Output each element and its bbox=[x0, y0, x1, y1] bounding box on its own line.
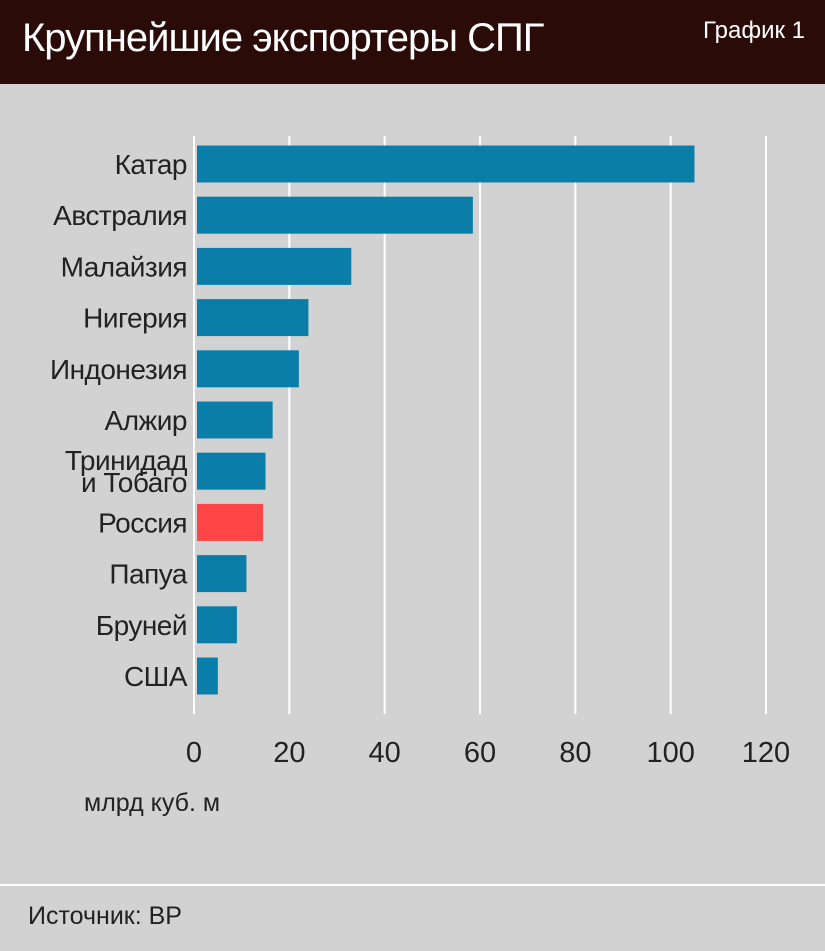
category-label: Папуа bbox=[109, 559, 188, 590]
category-label: Россия bbox=[98, 507, 187, 538]
bar bbox=[197, 401, 273, 439]
bar bbox=[197, 555, 247, 593]
bar-highlight bbox=[197, 503, 264, 541]
category-label: Индонезия bbox=[50, 354, 187, 385]
category-label: США bbox=[124, 661, 188, 692]
x-tick-label: 120 bbox=[742, 737, 790, 769]
category-label: Тринидад bbox=[65, 445, 187, 476]
x-tick-label: 20 bbox=[273, 737, 305, 769]
x-tick-label: 100 bbox=[646, 737, 694, 769]
chart-panel: 0 20 40 60 80 100 120 Катар Австралия Малайзия Ниг… bbox=[0, 84, 825, 884]
source-note: Источник: BP bbox=[28, 902, 182, 930]
bar-chart: 0 20 40 60 80 100 120 Катар Австралия Малайзия Ниг… bbox=[50, 136, 790, 769]
x-tick-label: 80 bbox=[559, 737, 591, 769]
category-label: Австралия bbox=[53, 200, 187, 231]
bar bbox=[197, 452, 266, 490]
footer: Источник: BP bbox=[0, 884, 825, 951]
category-label: Алжир bbox=[105, 405, 187, 436]
bar bbox=[197, 606, 237, 644]
category-label: Бруней bbox=[96, 610, 187, 641]
category-label: и Тобаго bbox=[81, 467, 187, 498]
category-label: Катар bbox=[115, 149, 187, 180]
x-tick-label: 0 bbox=[186, 737, 202, 769]
x-tick-label: 40 bbox=[369, 737, 401, 769]
bar bbox=[197, 299, 309, 337]
x-axis-label: млрд куб. м bbox=[84, 789, 221, 817]
x-tick-label: 60 bbox=[464, 737, 496, 769]
category-label: Малайзия bbox=[61, 251, 187, 282]
bar bbox=[197, 196, 473, 234]
chart-number-badge: График 1 bbox=[702, 17, 805, 44]
bar bbox=[197, 657, 218, 695]
bar bbox=[197, 247, 352, 285]
bar bbox=[197, 350, 299, 388]
category-label: Нигерия bbox=[83, 303, 187, 334]
bar bbox=[197, 145, 695, 183]
chart-title: Крупнейшие экспортеры СПГ bbox=[22, 16, 544, 60]
chart-header: Крупнейшие экспортеры СПГ График 1 bbox=[0, 0, 825, 84]
